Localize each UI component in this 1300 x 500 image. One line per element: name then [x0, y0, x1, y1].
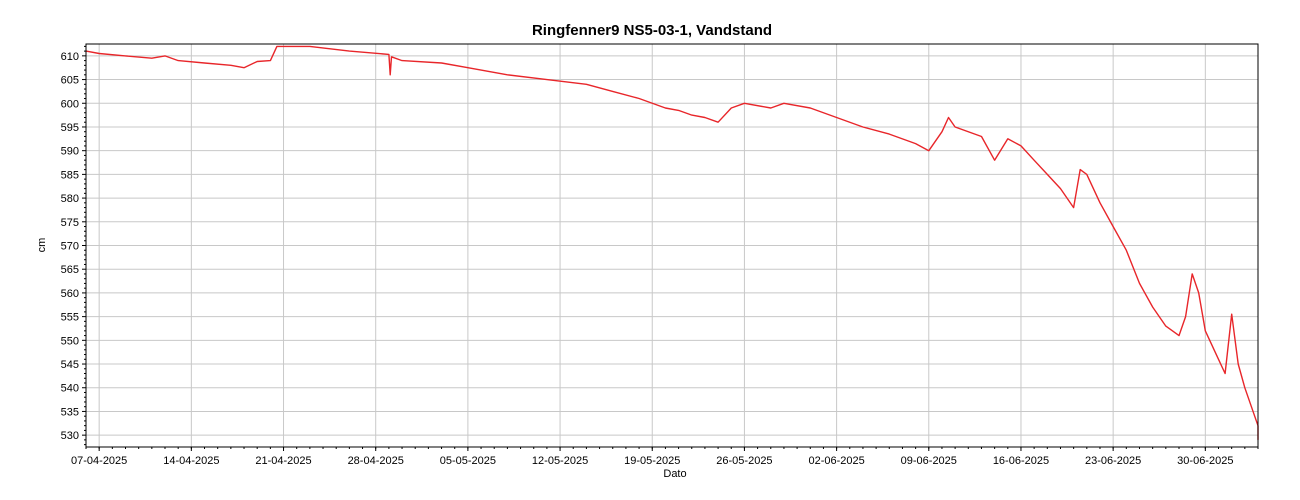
- x-tick-label: 07-04-2025: [71, 455, 127, 467]
- chart-title: Ringfenner9 NS5-03-1, Vandstand: [532, 22, 772, 39]
- y-tick-label: 555: [61, 312, 79, 324]
- y-tick-label: 565: [61, 264, 79, 276]
- y-tick-label: 595: [61, 122, 79, 134]
- x-tick-label: 23-06-2025: [1085, 455, 1141, 467]
- y-tick-label: 570: [61, 241, 79, 253]
- line-series: [85, 45, 1259, 440]
- y-tick-label: 610: [61, 51, 79, 63]
- y-tick-label: 590: [61, 146, 79, 158]
- y-tick-label: 600: [61, 98, 79, 110]
- y-tick-label: 540: [61, 383, 79, 395]
- x-tick-label: 14-04-2025: [163, 455, 219, 467]
- x-tick-label: 26-05-2025: [716, 455, 772, 467]
- x-axis-label: Dato: [663, 468, 686, 480]
- y-tick-label: 550: [61, 335, 79, 347]
- x-tick-label: 02-06-2025: [808, 455, 864, 467]
- x-tick-label: 09-06-2025: [901, 455, 957, 467]
- y-tick-label: 580: [61, 193, 79, 205]
- y-axis-ticks: 530 535 540 545 550 555 560 565 570 575 580 585 590 5…: [61, 45, 86, 446]
- x-tick-label: 16-06-2025: [993, 455, 1049, 467]
- y-tick-label: 530: [61, 430, 79, 442]
- y-tick-label: 560: [61, 288, 79, 300]
- grid: [86, 44, 1258, 447]
- x-axis-ticks: 07-04-2025 14-04-2025 21-04-2025 28-04-2025…: [71, 447, 1259, 467]
- y-tick-label: 575: [61, 217, 79, 229]
- x-tick-label: 21-04-2025: [255, 455, 311, 467]
- x-tick-label: 12-05-2025: [532, 455, 588, 467]
- x-tick-label: 05-05-2025: [440, 455, 496, 467]
- x-tick-label: 19-05-2025: [624, 455, 680, 467]
- y-tick-label: 545: [61, 359, 79, 371]
- y-tick-label: 605: [61, 75, 79, 87]
- y-tick-label: 535: [61, 406, 79, 418]
- y-tick-label: 585: [61, 169, 79, 181]
- x-tick-label: 28-04-2025: [348, 455, 404, 467]
- y-axis-label: cm: [36, 238, 48, 253]
- x-tick-label: 30-06-2025: [1177, 455, 1233, 467]
- series-line: [85, 45, 1259, 440]
